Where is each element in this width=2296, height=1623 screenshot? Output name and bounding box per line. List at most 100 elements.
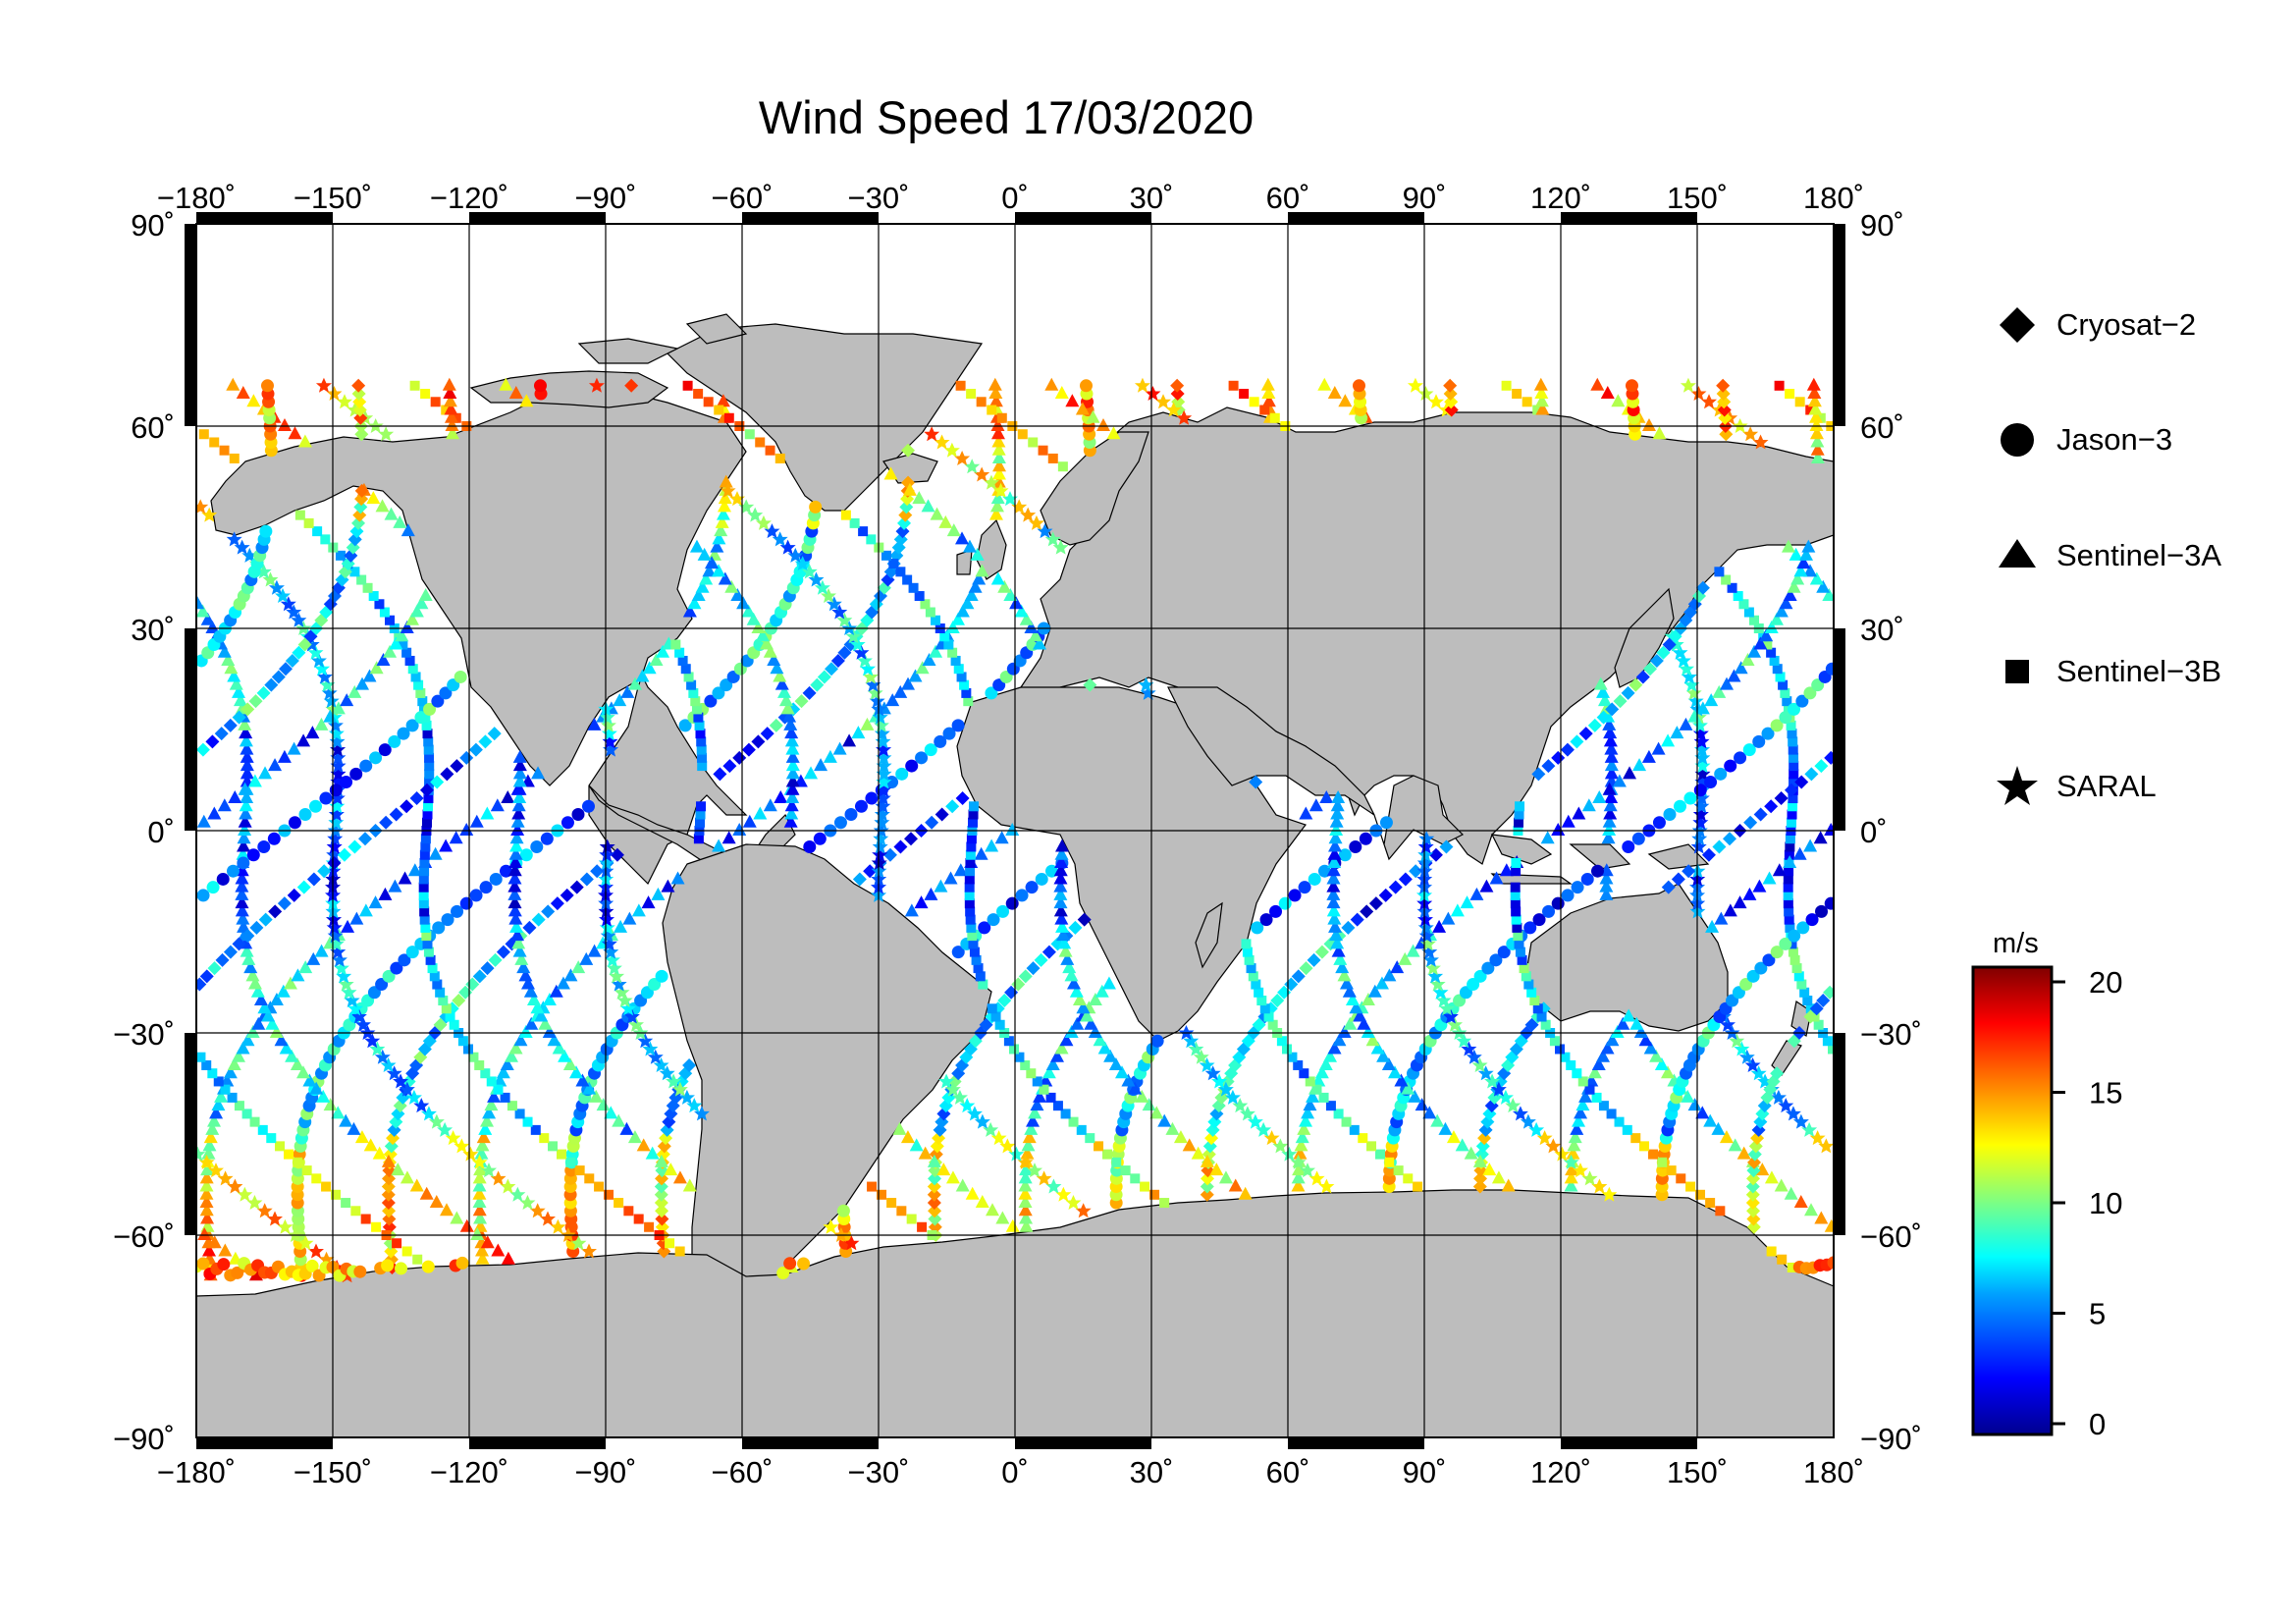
track-point	[1676, 1173, 1686, 1184]
track-point	[1690, 709, 1707, 725]
track-point	[1014, 1052, 1025, 1062]
track-point	[664, 1163, 678, 1176]
track-point	[232, 684, 246, 698]
track-point	[1595, 1049, 1610, 1062]
track-point	[1349, 1001, 1363, 1014]
track-point	[475, 1138, 490, 1152]
track-point	[488, 952, 503, 967]
track-point	[391, 1163, 405, 1176]
track-point	[991, 450, 1006, 463]
track-point	[499, 377, 513, 391]
track-point	[696, 744, 707, 755]
track-point	[1805, 913, 1819, 927]
track-point	[235, 903, 249, 917]
track-point	[785, 782, 800, 795]
colorbar-tick-label: 20	[2089, 965, 2122, 1000]
track-point	[257, 1001, 272, 1014]
track-point	[794, 556, 811, 571]
track-point	[808, 571, 825, 587]
track-point	[1714, 911, 1729, 925]
track-point	[1789, 954, 1800, 965]
track-point	[1261, 394, 1276, 407]
track-point	[247, 976, 262, 990]
track-point	[199, 1203, 214, 1217]
track-point	[992, 459, 1007, 472]
track-point	[908, 582, 919, 593]
track-point	[823, 1218, 839, 1234]
track-point	[1701, 847, 1716, 862]
track-point	[1825, 662, 1834, 676]
track-point	[474, 1146, 489, 1160]
track-point	[994, 1019, 1005, 1030]
track-point	[490, 798, 505, 812]
track-point	[248, 1268, 263, 1281]
track-point	[1327, 1041, 1342, 1055]
track-point	[1745, 1196, 1760, 1211]
track-point	[779, 539, 796, 555]
track-point	[1299, 1068, 1309, 1079]
track-point	[1753, 636, 1768, 650]
track-point	[276, 984, 291, 998]
track-point	[389, 636, 403, 650]
track-point	[435, 987, 446, 998]
track-point	[362, 669, 377, 682]
track-point	[327, 717, 344, 732]
track-point	[239, 733, 253, 747]
track-point	[490, 1170, 507, 1186]
track-point	[1764, 1170, 1779, 1184]
track-point	[1447, 1016, 1464, 1032]
track-point	[1681, 1089, 1695, 1103]
satellite-tracks	[196, 377, 1834, 1283]
track-point	[236, 846, 250, 860]
track-point	[774, 676, 789, 690]
track-point	[876, 782, 892, 797]
track-point	[991, 442, 1006, 456]
track-point	[445, 418, 459, 431]
lon-tick-label-bottom: 180˚	[1803, 1455, 1864, 1489]
track-point	[562, 1056, 577, 1070]
track-point	[627, 1130, 642, 1144]
track-point	[296, 880, 311, 894]
track-point	[285, 653, 299, 668]
track-point	[1513, 817, 1523, 828]
track-point	[1165, 402, 1182, 417]
colorbar-unit: m/s	[1993, 928, 2039, 959]
track-point	[1602, 782, 1617, 795]
track-point	[256, 1203, 273, 1218]
track-point	[329, 784, 343, 797]
track-point	[1319, 790, 1334, 804]
track-point	[1053, 895, 1068, 909]
track-point	[896, 1206, 907, 1217]
track-point	[945, 799, 960, 814]
track-point	[429, 1195, 444, 1209]
track-point	[1094, 1141, 1104, 1152]
track-point	[440, 767, 454, 782]
frame-bar	[185, 1033, 196, 1235]
track-point	[1599, 887, 1614, 900]
track-point	[318, 1251, 335, 1267]
track-point	[1661, 880, 1676, 894]
track-point	[924, 887, 938, 900]
track-point	[925, 815, 939, 830]
track-point	[1039, 1073, 1053, 1087]
track-point	[1311, 1073, 1326, 1087]
track-point	[1330, 936, 1345, 949]
track-point	[1747, 1147, 1762, 1162]
track-point	[694, 720, 705, 730]
track-point	[507, 903, 522, 917]
track-point	[409, 1178, 424, 1192]
track-point	[579, 872, 594, 887]
frame-bar	[185, 224, 196, 426]
track-point	[1529, 996, 1540, 1006]
track-point	[1072, 993, 1087, 1006]
track-point	[1788, 947, 1798, 957]
track-point	[1666, 1165, 1677, 1176]
track-point	[235, 871, 249, 885]
track-point	[1170, 387, 1185, 402]
track-point	[374, 599, 385, 610]
track-point	[876, 766, 892, 782]
track-point	[1200, 1179, 1214, 1194]
track-point	[221, 652, 236, 666]
track-point	[797, 1257, 811, 1271]
track-point	[1796, 556, 1811, 569]
